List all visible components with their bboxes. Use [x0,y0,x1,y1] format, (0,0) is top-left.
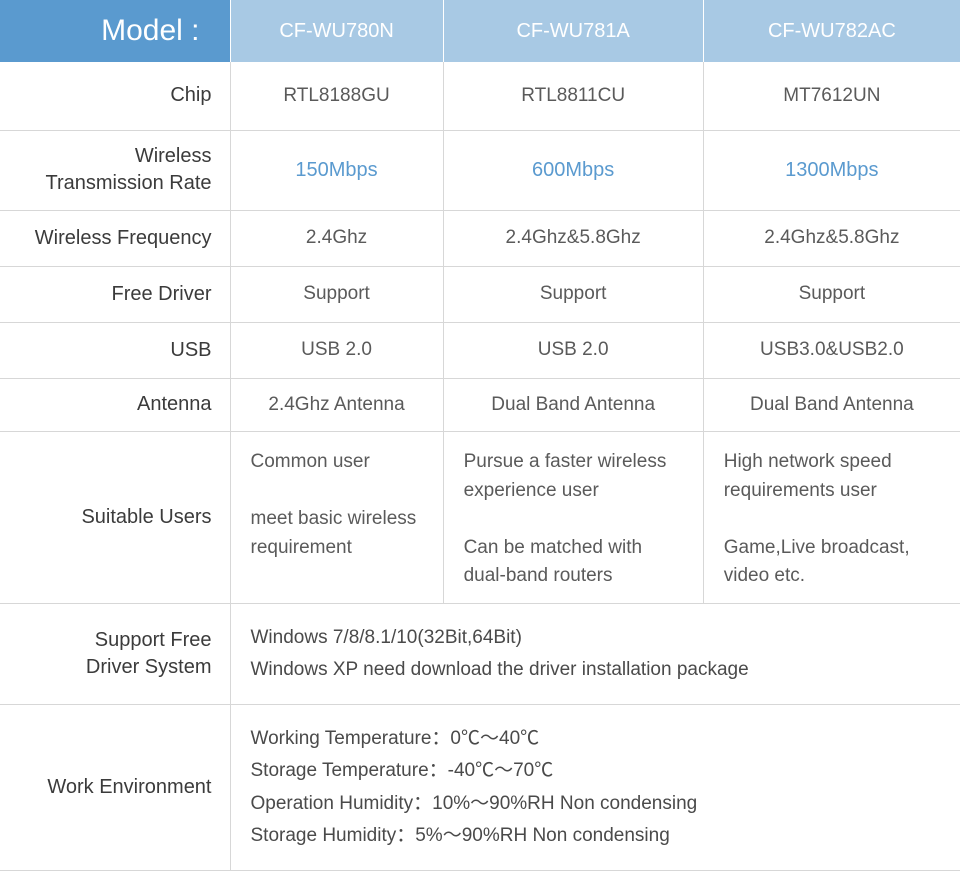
cell-chip-2: MT7612UN [703,62,960,130]
row-label-environment: Work Environment [0,705,230,871]
cell-system-merged: Windows 7/8/8.1/10(32Bit,64Bit) Windows … [230,603,960,705]
row-users: Suitable Users Common user meet basic wi… [0,432,960,604]
row-label-antenna: Antenna [0,378,230,432]
cell-ant-1: Dual Band Antenna [443,378,703,432]
row-chip: Chip RTL8188GU RTL8811CU MT7612UN [0,62,960,130]
row-rate: Wireless Transmission Rate 150Mbps 600Mb… [0,130,960,210]
cell-users-0: Common user meet basic wireless requirem… [230,432,443,604]
cell-users-1: Pursue a faster wireless experience user… [443,432,703,604]
row-driver: Free Driver Support Support Support [0,266,960,322]
header-col-2: CF-WU782AC [703,0,960,62]
cell-freq-2: 2.4Ghz&5.8Ghz [703,210,960,266]
cell-freq-1: 2.4Ghz&5.8Ghz [443,210,703,266]
row-environment: Work Environment Working Temperature：0℃～… [0,705,960,871]
cell-chip-1: RTL8811CU [443,62,703,130]
cell-usb-0: USB 2.0 [230,322,443,378]
row-label-rate: Wireless Transmission Rate [0,130,230,210]
cell-ant-2: Dual Band Antenna [703,378,960,432]
row-usb: USB USB 2.0 USB 2.0 USB3.0&USB2.0 [0,322,960,378]
row-label-users: Suitable Users [0,432,230,604]
row-label-usb: USB [0,322,230,378]
header-label: Model : [0,0,230,62]
row-label-freq: Wireless Frequency [0,210,230,266]
cell-rate-2: 1300Mbps [703,130,960,210]
row-label-system: Support Free Driver System [0,603,230,705]
row-label-driver: Free Driver [0,266,230,322]
cell-users-2: High network speed requirements user Gam… [703,432,960,604]
cell-freq-0: 2.4Ghz [230,210,443,266]
spec-comparison-table: Model : CF-WU780N CF-WU781A CF-WU782AC C… [0,0,960,871]
cell-rate-1: 600Mbps [443,130,703,210]
cell-ant-0: 2.4Ghz Antenna [230,378,443,432]
row-system: Support Free Driver System Windows 7/8/8… [0,603,960,705]
row-antenna: Antenna 2.4Ghz Antenna Dual Band Antenna… [0,378,960,432]
cell-driver-0: Support [230,266,443,322]
cell-env-merged: Working Temperature：0℃～40℃ Storage Tempe… [230,705,960,871]
row-freq: Wireless Frequency 2.4Ghz 2.4Ghz&5.8Ghz … [0,210,960,266]
header-row: Model : CF-WU780N CF-WU781A CF-WU782AC [0,0,960,62]
header-col-1: CF-WU781A [443,0,703,62]
cell-chip-0: RTL8188GU [230,62,443,130]
cell-rate-0: 150Mbps [230,130,443,210]
header-col-0: CF-WU780N [230,0,443,62]
cell-usb-2: USB3.0&USB2.0 [703,322,960,378]
row-label-chip: Chip [0,62,230,130]
cell-driver-1: Support [443,266,703,322]
cell-driver-2: Support [703,266,960,322]
cell-usb-1: USB 2.0 [443,322,703,378]
